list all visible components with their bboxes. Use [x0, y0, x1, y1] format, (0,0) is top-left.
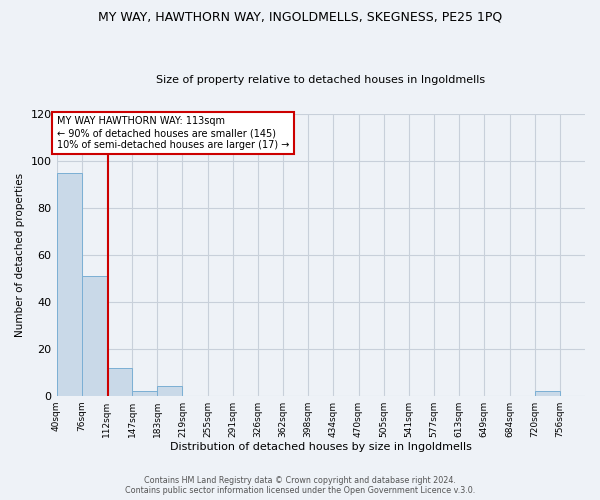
Bar	[56, 172, 82, 396]
Bar	[107, 368, 132, 396]
Y-axis label: Number of detached properties: Number of detached properties	[15, 173, 25, 337]
Title: Size of property relative to detached houses in Ingoldmells: Size of property relative to detached ho…	[156, 76, 485, 86]
Text: Contains HM Land Registry data © Crown copyright and database right 2024.
Contai: Contains HM Land Registry data © Crown c…	[125, 476, 475, 495]
Text: MY WAY HAWTHORN WAY: 113sqm
← 90% of detached houses are smaller (145)
10% of se: MY WAY HAWTHORN WAY: 113sqm ← 90% of det…	[57, 116, 290, 150]
Bar	[535, 391, 560, 396]
Bar	[157, 386, 182, 396]
Text: MY WAY, HAWTHORN WAY, INGOLDMELLS, SKEGNESS, PE25 1PQ: MY WAY, HAWTHORN WAY, INGOLDMELLS, SKEGN…	[98, 10, 502, 23]
X-axis label: Distribution of detached houses by size in Ingoldmells: Distribution of detached houses by size …	[170, 442, 472, 452]
Bar	[132, 391, 157, 396]
Bar	[82, 276, 107, 396]
